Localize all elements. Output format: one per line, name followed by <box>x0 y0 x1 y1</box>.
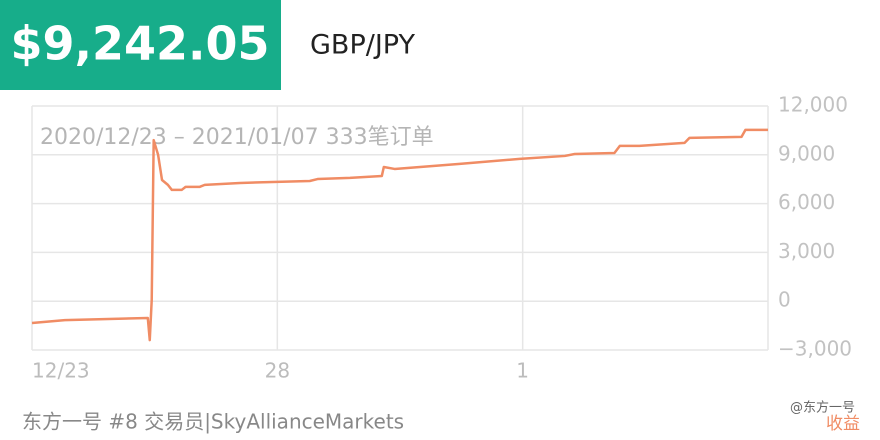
amount-box <box>0 0 281 90</box>
line-series <box>31 128 768 342</box>
y-tick-label: 3,000 <box>778 239 835 263</box>
watermark-handle: @东方一号 <box>790 400 855 416</box>
y-tick-label: 9,000 <box>778 141 835 165</box>
x-tick-label: 12/23 <box>32 359 90 383</box>
y-tick-label: 6,000 <box>778 190 835 214</box>
x-tick-label: 1 <box>516 359 529 383</box>
watermark-label: 收益 <box>826 414 860 434</box>
y-tick-label: −3,000 <box>778 337 852 361</box>
y-tick-label: 0 <box>778 288 791 312</box>
footer: 东方一号 #8 交易员|SkyAllianceMarkets <box>22 410 404 434</box>
y-tick-label: 12,000 <box>778 93 848 117</box>
x-tick-label: 28 <box>265 359 290 383</box>
pair: GBP/JPY <box>310 30 415 61</box>
chart-subtitle: 2020/12/23 – 2021/01/07 333笔订单 <box>40 125 434 150</box>
amount: $9,242.05 <box>11 17 270 71</box>
